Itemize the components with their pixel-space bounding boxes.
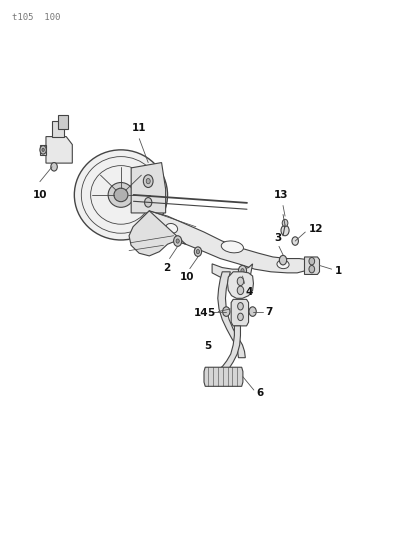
Text: 10: 10	[180, 272, 194, 282]
Ellipse shape	[114, 188, 128, 201]
Text: 5: 5	[204, 341, 211, 351]
Text: 7: 7	[266, 306, 273, 317]
Text: 11: 11	[132, 124, 146, 133]
Text: t105  100: t105 100	[11, 13, 60, 22]
Text: 5: 5	[207, 308, 214, 318]
Text: 1: 1	[335, 266, 342, 276]
Text: 10: 10	[33, 190, 47, 200]
Circle shape	[279, 255, 287, 265]
Text: 4: 4	[246, 287, 253, 297]
Circle shape	[237, 286, 244, 295]
Text: 6: 6	[257, 387, 264, 398]
Polygon shape	[131, 163, 166, 213]
Circle shape	[176, 239, 179, 243]
Circle shape	[309, 257, 315, 265]
Circle shape	[144, 198, 152, 207]
Ellipse shape	[166, 223, 177, 233]
Circle shape	[40, 146, 47, 154]
Text: 14: 14	[193, 308, 208, 318]
Circle shape	[237, 303, 243, 310]
Circle shape	[196, 249, 200, 254]
Circle shape	[292, 237, 298, 245]
Polygon shape	[231, 300, 248, 326]
Polygon shape	[212, 264, 253, 280]
Circle shape	[51, 163, 57, 171]
Polygon shape	[52, 120, 64, 136]
Circle shape	[237, 277, 244, 286]
Circle shape	[282, 219, 288, 227]
Polygon shape	[204, 367, 243, 386]
Circle shape	[42, 148, 44, 151]
Circle shape	[146, 179, 150, 184]
Text: 13: 13	[274, 190, 288, 200]
Text: 12: 12	[308, 224, 323, 235]
Circle shape	[143, 175, 153, 188]
Ellipse shape	[221, 241, 244, 253]
Circle shape	[194, 247, 202, 256]
Polygon shape	[40, 144, 46, 155]
Text: 3: 3	[274, 232, 282, 243]
Polygon shape	[58, 115, 68, 128]
Polygon shape	[304, 257, 319, 274]
Ellipse shape	[277, 260, 289, 269]
Circle shape	[237, 313, 243, 320]
Polygon shape	[129, 211, 186, 256]
Polygon shape	[218, 272, 245, 358]
Circle shape	[174, 236, 182, 246]
Circle shape	[241, 269, 244, 273]
Ellipse shape	[74, 150, 168, 240]
Text: 2: 2	[163, 263, 171, 273]
Circle shape	[238, 265, 246, 276]
Circle shape	[249, 307, 256, 317]
Ellipse shape	[108, 182, 134, 207]
Polygon shape	[141, 211, 307, 273]
Polygon shape	[46, 136, 72, 163]
Circle shape	[309, 265, 315, 273]
Circle shape	[223, 307, 230, 317]
Polygon shape	[214, 326, 240, 374]
Circle shape	[281, 225, 289, 236]
Polygon shape	[228, 272, 253, 298]
